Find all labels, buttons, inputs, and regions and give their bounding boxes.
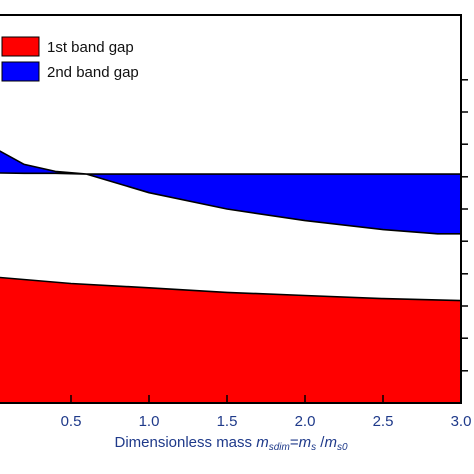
x-tick-label: 1.0: [139, 413, 160, 430]
x-tick-label: 3.0: [451, 413, 472, 430]
legend-swatch-1st-band-gap: [1, 36, 40, 57]
x-tick-label: 0.5: [61, 413, 82, 430]
x-tick-label: 1.5: [217, 413, 238, 430]
right-axis-ticks: [461, 79, 468, 372]
legend-label-1st-band-gap: 1st band gap: [47, 39, 134, 56]
x-tick-label: 2.0: [295, 413, 316, 430]
x-tick-label: 2.5: [373, 413, 394, 430]
legend: 1st band gap 2nd band gap: [1, 36, 139, 82]
legend-swatch-2nd-band-gap: [1, 61, 40, 82]
legend-label-2nd-band-gap: 2nd band gap: [47, 64, 139, 81]
x-axis-ticks: [70, 395, 462, 403]
x-axis-tick-labels: 10.51.01.52.02.53.0: [61, 413, 472, 430]
x-axis-title: Dimensionless mass msdim=ms /ms0: [114, 434, 347, 453]
